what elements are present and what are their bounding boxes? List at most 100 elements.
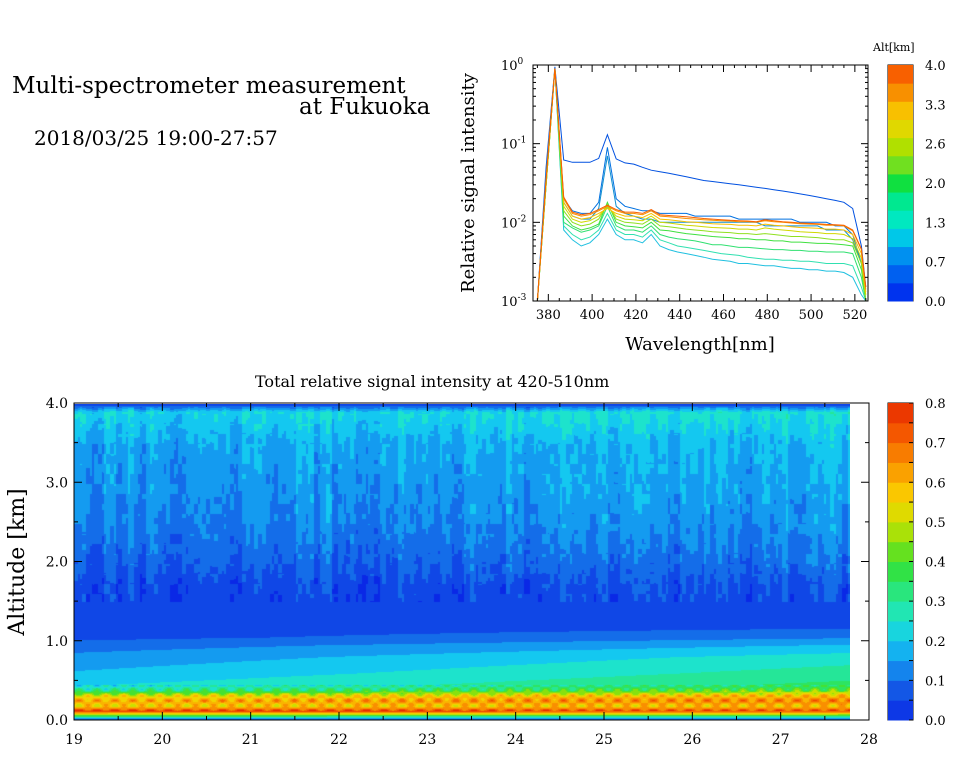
spectrum-series-1 [536, 68, 867, 302]
altitude-colorbar-band [888, 83, 913, 102]
heatmap-ylabel: Altitude [km] [5, 488, 30, 636]
spectrum-series-2 [536, 68, 867, 302]
spectrum-ytick-label: 10-1 [501, 136, 526, 153]
heatmap-xtick-label: 19 [65, 732, 83, 748]
heatmap-ytick-label: 2.0 [46, 555, 68, 571]
spectrum-series-5 [536, 68, 867, 302]
spectrum-xtick-label: 400 [580, 308, 605, 323]
heatmap-xtick-label: 27 [772, 732, 790, 748]
altitude-colorbar-band [888, 210, 913, 229]
spectrum-xtick-label: 460 [711, 308, 736, 323]
altitude-colorbar-band [888, 119, 913, 139]
chart-title-line1: Multi-spectrometer measurement [12, 73, 406, 99]
altitude-colorbar-label: 4.0 [925, 59, 946, 74]
spectrum-ylabel: Relative signal intensity [458, 72, 479, 293]
spectrum-series-11 [536, 68, 867, 302]
spectrum-xtick-label: 480 [755, 308, 780, 323]
intensity-colorbar-band [888, 403, 913, 424]
altitude-colorbar-label: 1.3 [925, 216, 946, 231]
intensity-colorbar-label: 0.0 [925, 714, 946, 729]
spectrum-xtick-label: 500 [799, 308, 824, 323]
heatmap-xtick-label: 26 [683, 732, 701, 748]
heatmap-ytick-label: 4.0 [46, 396, 68, 412]
spectrum-series-3 [536, 68, 867, 302]
spectrum-ytick-exponent: -3 [518, 293, 527, 303]
altitude-colorbar: 4.0 3.3 2.6 2.0 1.3 0.7 0.0 [888, 59, 946, 310]
spectrum-xtick-label: 440 [667, 308, 692, 323]
spectrum-ytick-exponent: -2 [518, 214, 527, 224]
heatmap-title: Total relative signal intensity at 420-5… [255, 372, 610, 391]
spectrum-series-4 [536, 68, 867, 302]
spectrum-ytick-exponent: 0 [518, 57, 524, 67]
altitude-colorbar-label: 2.6 [925, 138, 946, 153]
altitude-colorbar-band [888, 264, 913, 284]
heatmap-xtick-label: 20 [153, 732, 171, 748]
intensity-colorbar-band [888, 462, 913, 483]
spectrum-lines [536, 66, 867, 302]
intensity-colorbar-band [888, 561, 913, 582]
intensity-colorbar-band [888, 541, 913, 562]
heatmap-xtick-label: 21 [242, 732, 260, 748]
altitude-colorbar-label: 0.0 [925, 295, 946, 310]
spectrum-series-7 [536, 68, 867, 302]
intensity-colorbar-band [888, 601, 913, 622]
spectrum-series-0 [536, 66, 867, 302]
heatmap-xtick-label: 22 [330, 732, 348, 748]
heatmap-ytick-label: 3.0 [46, 475, 68, 491]
heatmap-image [74, 404, 850, 720]
spectrum-xtick-label: 420 [623, 308, 648, 323]
spectrum-series-6 [536, 68, 867, 302]
date-range: 2018/03/25 19:00-27:57 [34, 126, 278, 150]
spectrum-series-10 [536, 68, 867, 302]
altitude-colorbar-band [888, 155, 913, 175]
intensity-colorbar-label: 0.4 [925, 556, 946, 571]
spectrum-ytick-exponent: -1 [518, 136, 527, 146]
intensity-colorbar-band [888, 521, 913, 543]
intensity-colorbar-band [888, 640, 913, 662]
spectrum-ytick-label: 100 [501, 57, 524, 74]
intensity-colorbar-band [888, 581, 913, 602]
heatmap-ytick-label: 1.0 [46, 634, 68, 650]
intensity-colorbar-band [888, 700, 913, 721]
altitude-colorbar-band [888, 228, 913, 248]
intensity-colorbar-label: 0.1 [925, 674, 946, 689]
heatmap-xtick-label: 23 [418, 732, 436, 748]
altitude-colorbar-label: 0.7 [925, 256, 946, 271]
intensity-colorbar-frame [887, 402, 914, 721]
altitude-colorbar-label: 2.0 [925, 177, 946, 192]
intensity-colorbar-band [888, 482, 913, 503]
intensity-colorbar: 0.8 0.7 0.6 0.5 0.4 0.3 0.2 0.1 0.0 [888, 397, 946, 729]
chart-title-line2: at Fukuoka [299, 94, 431, 120]
altitude-colorbar-band [888, 282, 913, 302]
intensity-colorbar-label: 0.7 [925, 437, 946, 452]
spectrum-xtick-label: 520 [842, 308, 867, 323]
spectrum-ytick-label: 10-3 [501, 293, 527, 310]
heatmap-xtick-label: 24 [507, 732, 525, 748]
intensity-colorbar-label: 0.5 [925, 516, 946, 531]
spectrum-series-8 [536, 68, 867, 302]
altitude-colorbar-title: Alt[km] [872, 41, 915, 54]
spectrum-xlabel: Wavelength[nm] [625, 334, 775, 355]
intensity-colorbar-label: 0.3 [925, 595, 946, 610]
intensity-colorbar-label: 0.2 [925, 635, 946, 650]
intensity-colorbar-band [888, 660, 913, 681]
altitude-colorbar-band [888, 246, 913, 266]
intensity-colorbar-label: 0.6 [925, 476, 946, 491]
heatmap-xtick-label: 28 [860, 732, 878, 748]
intensity-colorbar-band [888, 502, 913, 523]
intensity-colorbar-band [888, 620, 913, 642]
intensity-colorbar-band [888, 422, 913, 444]
spectrum-xtick-label: 380 [536, 308, 561, 323]
spectrum-chart: 380 400 420 440 460 480 500 52010010-110-210-3 … [458, 41, 946, 355]
altitude-colorbar-band [888, 137, 913, 157]
altitude-colorbar-band [888, 101, 913, 120]
altitude-colorbar-band [888, 65, 913, 84]
spectrum-ytick-label: 10-2 [501, 214, 526, 231]
intensity-colorbar-band [888, 680, 913, 701]
intensity-colorbar-label: 0.8 [925, 397, 946, 412]
altitude-colorbar-label: 3.3 [925, 98, 946, 113]
altitude-colorbar-band [888, 173, 913, 193]
altitude-colorbar-band [888, 192, 913, 211]
spectrum-series-9 [536, 68, 867, 302]
spectrum-plot-frame [532, 64, 869, 302]
